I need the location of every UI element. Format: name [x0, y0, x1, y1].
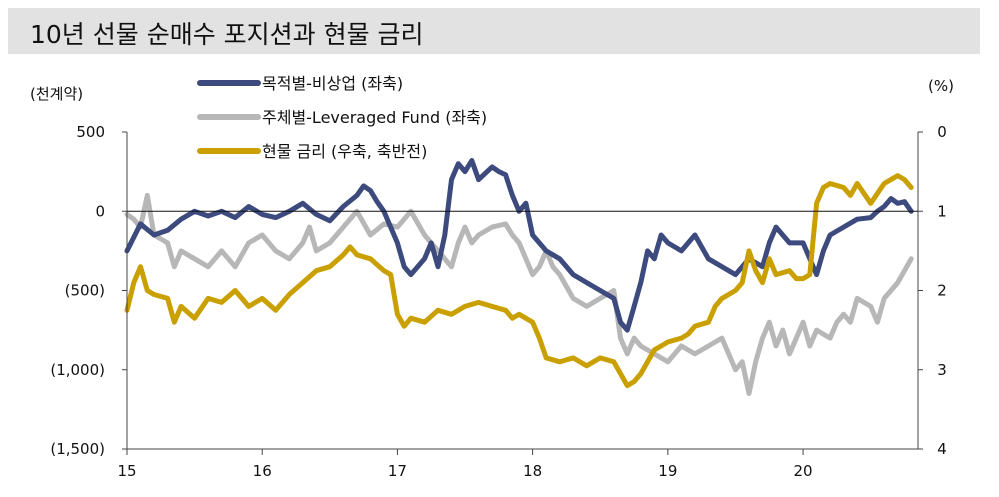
x-tick-label: 17 — [388, 462, 407, 480]
x-tick-label: 20 — [794, 462, 813, 480]
series-line-2 — [124, 192, 914, 396]
series-line-3 — [124, 173, 914, 389]
right-tick-label: 2 — [937, 282, 947, 300]
right-tick-label: 3 — [937, 361, 947, 379]
right-tick-label: 4 — [937, 440, 947, 458]
legend-label-2: 주체별-Leveraged Fund (좌축) — [262, 108, 487, 127]
left-tick-label: (1,500) — [50, 440, 105, 458]
right-tick-label: 0 — [937, 123, 947, 141]
x-tick-label: 15 — [117, 462, 136, 480]
left-tick-label: (1,000) — [50, 361, 105, 379]
legend-label-3: 현물 금리 (우축, 축반전) — [262, 142, 427, 161]
x-tick-label: 16 — [253, 462, 272, 480]
left-tick-label: (500) — [65, 282, 105, 300]
left-axis-unit: (천계약) — [30, 85, 83, 103]
right-axis-unit: (%) — [928, 77, 954, 95]
right-tick-label: 1 — [937, 202, 947, 220]
title-bar: 10년 선물 순매수 포지션과 현물 금리 — [8, 8, 980, 54]
chart-title: 10년 선물 순매수 포지션과 현물 금리 — [30, 20, 424, 49]
left-tick-label: 500 — [76, 123, 105, 141]
legend: 목적별-비상업 (좌축) 주체별-Leveraged Fund (좌축) 현물 금리… — [197, 74, 487, 161]
x-tick-label: 19 — [658, 462, 677, 480]
legend-label-1: 목적별-비상업 (좌축) — [262, 74, 403, 93]
series-line-1 — [124, 158, 914, 333]
left-tick-label: 0 — [95, 202, 105, 220]
x-tick-label: 18 — [523, 462, 542, 480]
